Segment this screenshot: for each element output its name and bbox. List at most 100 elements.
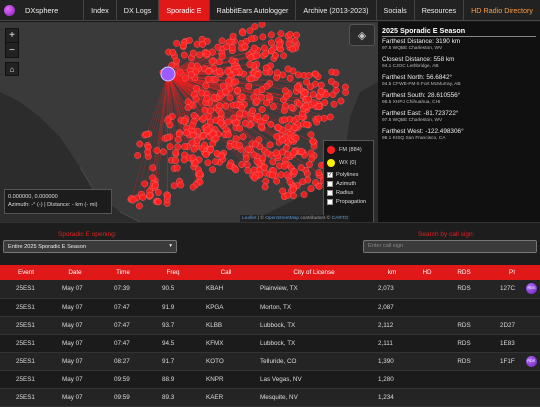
fm-station-marker[interactable]: [226, 163, 232, 169]
radius-checkbox[interactable]: [327, 190, 333, 196]
fm-station-marker[interactable]: [205, 127, 211, 133]
fm-station-marker[interactable]: [145, 149, 151, 155]
fm-station-marker[interactable]: [278, 30, 284, 36]
fm-station-marker[interactable]: [229, 58, 235, 64]
fm-station-marker[interactable]: [316, 183, 322, 189]
fm-station-marker[interactable]: [140, 194, 146, 200]
fm-station-marker[interactable]: [203, 152, 209, 158]
col-pi[interactable]: PI: [484, 265, 540, 280]
site-logo[interactable]: DXsphere: [0, 0, 84, 21]
fm-station-marker[interactable]: [266, 94, 272, 100]
fm-station-marker[interactable]: [234, 87, 240, 93]
fm-station-marker[interactable]: [263, 100, 269, 106]
fm-station-marker[interactable]: [287, 31, 293, 37]
fm-station-marker[interactable]: [278, 172, 284, 178]
fm-station-marker[interactable]: [173, 157, 179, 163]
fm-station-marker[interactable]: [193, 160, 199, 166]
fm-station-marker[interactable]: [270, 159, 276, 165]
col-city[interactable]: City of License: [254, 265, 374, 280]
fm-station-marker[interactable]: [185, 99, 191, 105]
zoom-in-button[interactable]: +: [6, 29, 18, 43]
fm-station-marker[interactable]: [190, 184, 196, 190]
fm-station-marker[interactable]: [188, 71, 194, 77]
fm-station-marker[interactable]: [281, 163, 287, 169]
fm-station-marker[interactable]: [315, 115, 321, 121]
fm-station-marker[interactable]: [180, 42, 186, 48]
fm-station-marker[interactable]: [212, 158, 218, 164]
fm-station-marker[interactable]: [209, 167, 215, 173]
fm-station-marker[interactable]: [311, 100, 317, 106]
fm-station-marker[interactable]: [289, 46, 295, 52]
toggle-azimuth[interactable]: Azimuth: [327, 180, 370, 188]
fm-station-marker[interactable]: [190, 50, 196, 56]
fm-station-marker[interactable]: [217, 103, 223, 109]
fm-station-marker[interactable]: [186, 37, 192, 43]
fm-station-marker[interactable]: [225, 132, 231, 138]
fm-station-marker[interactable]: [144, 131, 150, 137]
nav-index[interactable]: Index: [84, 0, 117, 21]
fm-station-marker[interactable]: [193, 85, 199, 91]
fm-station-marker[interactable]: [236, 111, 242, 117]
fm-station-marker[interactable]: [293, 32, 299, 38]
fm-station-marker[interactable]: [263, 65, 269, 71]
map-view[interactable]: + − ⌂ ◈ 0.000000, 0.000000 Azimuth: -° (…: [0, 22, 378, 222]
fm-station-marker[interactable]: [213, 135, 219, 141]
fm-station-marker[interactable]: [298, 165, 304, 171]
fm-station-marker[interactable]: [309, 156, 315, 162]
fm-station-marker[interactable]: [189, 140, 195, 146]
fm-station-marker[interactable]: [205, 76, 211, 82]
fm-station-marker[interactable]: [130, 197, 136, 203]
layers-button[interactable]: ◈: [349, 24, 375, 46]
fm-station-marker[interactable]: [260, 34, 266, 40]
fm-station-marker[interactable]: [181, 52, 187, 58]
rds-badge-icon[interactable]: RDS: [526, 283, 537, 294]
fm-station-marker[interactable]: [290, 193, 296, 199]
fm-station-marker[interactable]: [206, 68, 212, 74]
fm-station-marker[interactable]: [173, 40, 179, 46]
legend-wx[interactable]: WX (0): [327, 158, 370, 167]
home-button[interactable]: ⌂: [5, 62, 19, 76]
fm-station-marker[interactable]: [202, 107, 208, 113]
fm-station-marker[interactable]: [219, 38, 225, 44]
col-event[interactable]: Event: [0, 265, 52, 280]
fm-station-marker[interactable]: [316, 169, 322, 175]
fm-station-marker[interactable]: [200, 132, 206, 138]
fm-station-marker[interactable]: [201, 142, 207, 148]
fm-station-marker[interactable]: [137, 141, 143, 147]
fm-station-marker[interactable]: [264, 83, 270, 89]
fm-station-marker[interactable]: [181, 157, 187, 163]
fm-station-marker[interactable]: [248, 76, 254, 82]
fm-station-marker[interactable]: [196, 52, 202, 58]
fm-station-marker[interactable]: [292, 38, 298, 44]
fm-station-marker[interactable]: [248, 54, 254, 60]
rds-badge-icon[interactable]: RDS: [526, 356, 537, 367]
fm-station-marker[interactable]: [165, 193, 171, 199]
fm-station-marker[interactable]: [225, 119, 231, 125]
fm-station-marker[interactable]: [287, 178, 293, 184]
fm-station-marker[interactable]: [306, 72, 312, 78]
fm-station-marker[interactable]: [194, 63, 200, 69]
fm-station-marker[interactable]: [264, 150, 270, 156]
fm-station-marker[interactable]: [251, 175, 257, 181]
fm-station-marker[interactable]: [230, 33, 236, 39]
col-freq[interactable]: Freq: [148, 265, 198, 280]
toggle-polylines[interactable]: ✓Polylines: [327, 171, 370, 179]
nav-rabbitears-autologger[interactable]: RabbitEars Autologger: [210, 0, 297, 21]
fm-station-marker[interactable]: [240, 134, 246, 140]
fm-station-marker[interactable]: [218, 111, 224, 117]
fm-station-marker[interactable]: [155, 189, 161, 195]
fm-station-marker[interactable]: [199, 90, 205, 96]
fm-station-marker[interactable]: [333, 69, 339, 75]
fm-station-marker[interactable]: [277, 42, 283, 48]
fm-station-marker[interactable]: [212, 76, 218, 82]
fm-station-marker[interactable]: [282, 103, 288, 109]
fm-station-marker[interactable]: [298, 148, 304, 154]
fm-station-marker[interactable]: [150, 165, 156, 171]
fm-station-marker[interactable]: [223, 43, 229, 49]
fm-station-marker[interactable]: [267, 142, 273, 148]
fm-station-marker[interactable]: [304, 171, 310, 177]
fm-station-marker[interactable]: [288, 104, 294, 110]
